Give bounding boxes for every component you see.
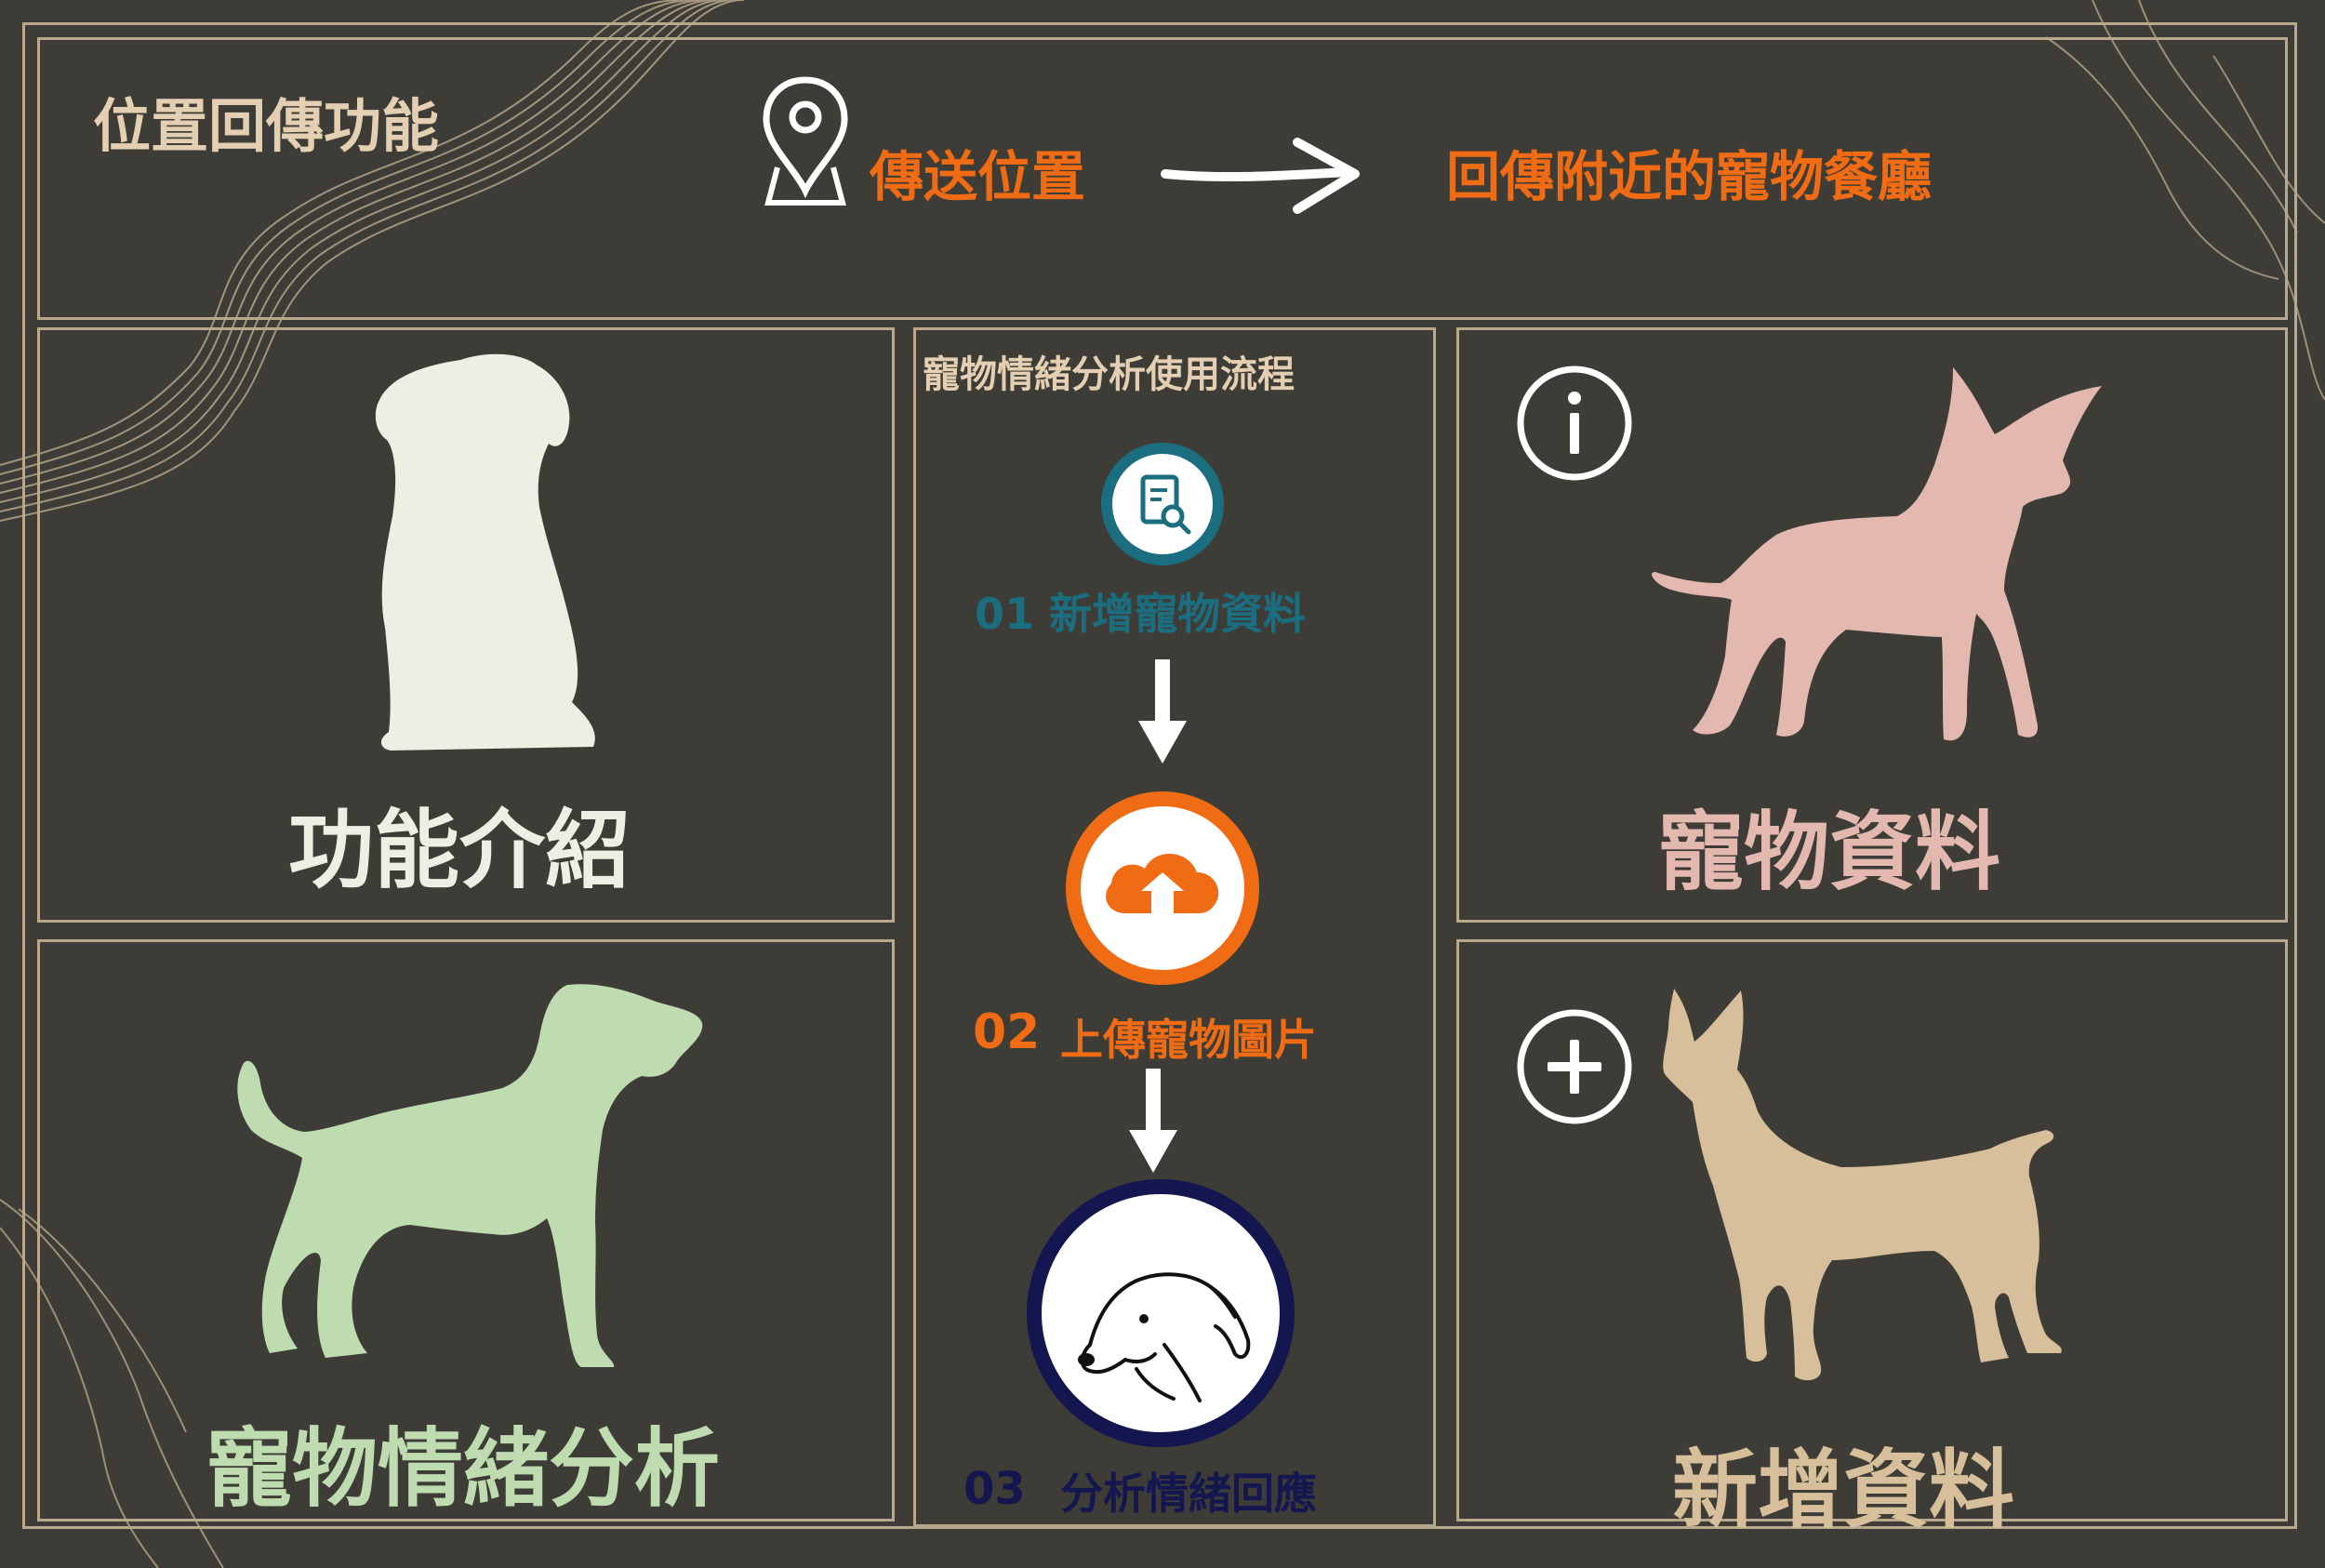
standing-dog-icon [237,984,703,1367]
step3-text: 分析情緒回應 [1060,1468,1317,1519]
add-data-label[interactable]: 新增資料 [1672,1441,2015,1540]
arrow-down-icon [1138,659,1187,764]
panel-pet-info [1456,327,2288,923]
panel-add-data [1456,939,2288,1521]
panel-flow [913,327,1436,1527]
step2-number: 02 [973,1004,1041,1060]
chihuahua-icon [1652,367,2102,741]
plus-circle-icon[interactable] [1512,1004,1637,1129]
emotion-analysis-label[interactable]: 寵物情緒分析 [206,1419,721,1519]
doberman-icon [1663,989,2062,1381]
cloud-upload-icon[interactable] [1065,791,1260,986]
step1-text: 01 新增寵物資料 [975,589,1307,639]
panel-intro [37,327,895,923]
flow-title: 寵物情緒分析使用流程 [923,353,1295,396]
intro-label[interactable]: 功能介紹 [288,801,631,900]
send-location-text: 傳送位置 [870,145,1086,208]
panel-emotion [37,939,895,1521]
step3-number: 03 [963,1463,1026,1515]
dog-face-icon[interactable] [1025,1177,1296,1449]
header-title: 位置回傳功能 [93,92,440,160]
outer-frame [22,22,2297,1529]
step2-text: 上傳寵物圖片 [1060,1015,1317,1065]
document-search-icon[interactable] [1100,442,1225,566]
return-nearby-text: 回傳附近的寵物餐廳 [1446,145,1933,208]
header-panel [37,37,2288,320]
arrow-down-icon [1129,1069,1177,1173]
pet-info-label[interactable]: 寵物資料 [1658,803,2001,902]
sitting-dog-icon [375,353,595,751]
location-pin-icon[interactable] [759,74,852,209]
arrow-right-icon [1161,138,1360,214]
info-icon[interactable] [1514,363,1635,484]
